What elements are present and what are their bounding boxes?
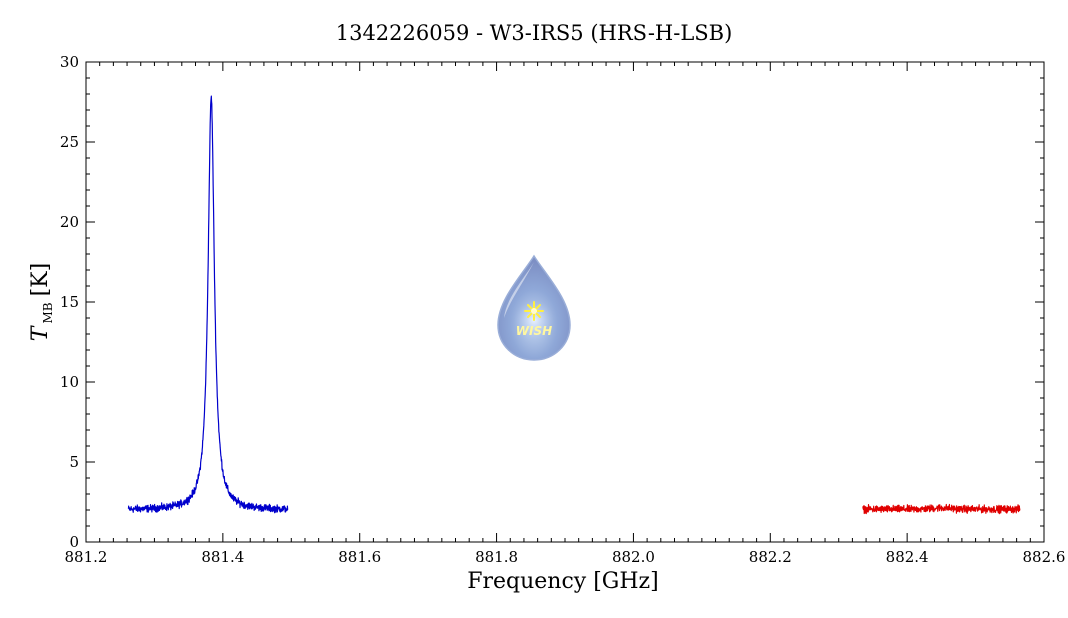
y-tick-label: 15 — [60, 293, 79, 311]
series-blue-line — [127, 95, 289, 514]
y-axis-label-unit: [K] — [28, 263, 53, 297]
y-tick-label: 10 — [60, 373, 79, 391]
x-axis-label: Frequency [GHz] — [467, 569, 659, 594]
logo-text: WISH — [516, 324, 552, 338]
x-tick-label: 882.2 — [749, 548, 792, 566]
x-tick-label: 882.4 — [886, 548, 929, 566]
x-tick-label: 881.6 — [338, 548, 381, 566]
y-tick-label: 5 — [69, 453, 79, 471]
y-axis-label: TMB [K] — [28, 263, 55, 341]
y-axis-label-symbol: T — [28, 324, 53, 341]
x-tick-label: 881.2 — [65, 548, 108, 566]
x-tick-label: 881.4 — [201, 548, 244, 566]
wish-logo: WISH — [497, 254, 571, 361]
x-tick-label: 881.8 — [475, 548, 518, 566]
y-tick-label: 20 — [60, 213, 79, 231]
svg-text:TMB[K]: TMB [K] — [28, 263, 55, 341]
y-axis-label-subscript: MB — [41, 302, 55, 323]
series-red-line — [862, 503, 1021, 515]
y-tick-label: 30 — [60, 53, 79, 71]
y-tick-label: 0 — [69, 533, 79, 551]
y-tick-label: 25 — [60, 133, 79, 151]
chart-title: 1342226059 - W3-IRS5 (HRS-H-LSB) — [336, 21, 733, 45]
x-axis: 881.2 881.4 881.6 881.8 882.0 882.2 882.4 882.6 — [65, 62, 1066, 566]
y-axis: 0 5 10 15 20 25 30 — [60, 53, 1044, 551]
x-tick-label: 882.0 — [612, 548, 655, 566]
x-tick-label: 882.6 — [1023, 548, 1066, 566]
